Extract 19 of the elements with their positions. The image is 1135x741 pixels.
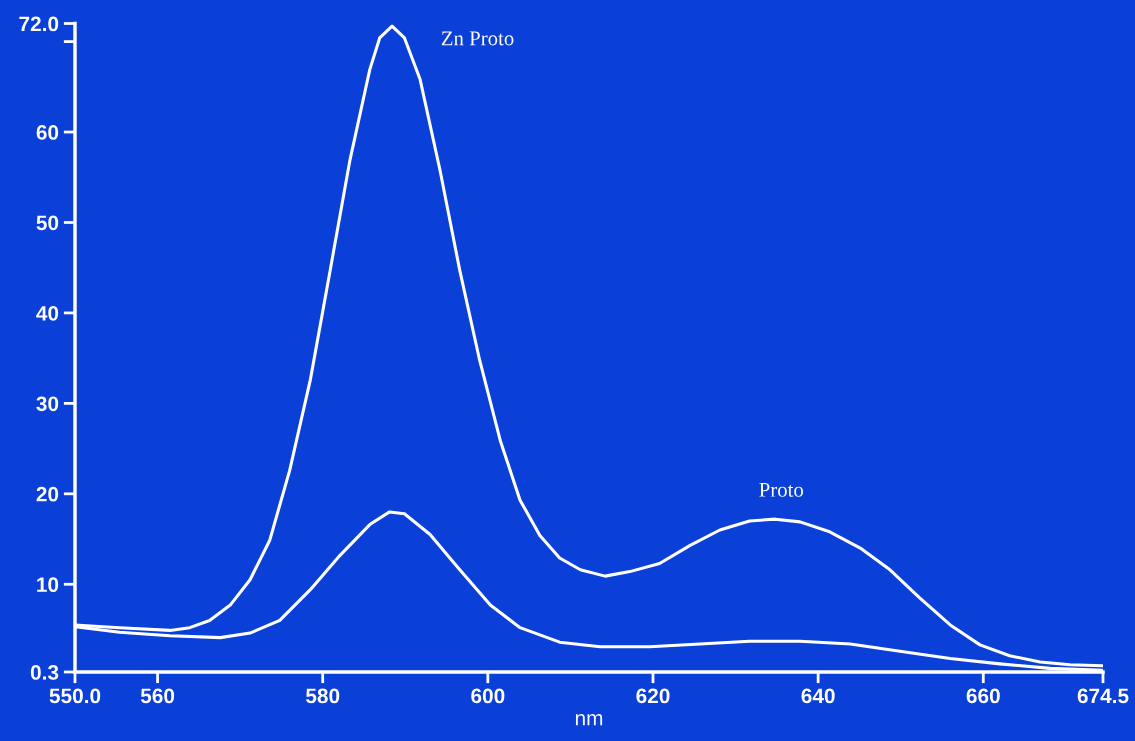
annotation: Proto xyxy=(759,482,804,497)
x-tick-label: 600 xyxy=(471,688,505,704)
y-tick-label: 10 xyxy=(37,577,59,593)
y-tick-label: 30 xyxy=(36,396,59,412)
x-tick-label: 674.5 xyxy=(1077,688,1129,704)
x-tick-label: 620 xyxy=(636,688,670,704)
y-tick-label: 72.0 xyxy=(19,16,59,32)
x-tick-label: 550.0 xyxy=(49,688,101,704)
x-axis-title: nm xyxy=(575,714,603,726)
x-tick-label: 660 xyxy=(966,688,1000,704)
x-tick-label: 580 xyxy=(305,688,340,704)
y-tick-label: 20 xyxy=(36,486,59,502)
y-tick-label: 60 xyxy=(36,125,59,140)
y-tick-label: 50 xyxy=(36,215,59,231)
y-tick-label: 0.3 xyxy=(30,665,59,680)
x-tick-label: 640 xyxy=(801,688,835,704)
annotation: Zn Proto xyxy=(441,31,514,46)
x-tick-label: 560 xyxy=(140,688,175,704)
y-tick-label: 40 xyxy=(36,305,59,321)
